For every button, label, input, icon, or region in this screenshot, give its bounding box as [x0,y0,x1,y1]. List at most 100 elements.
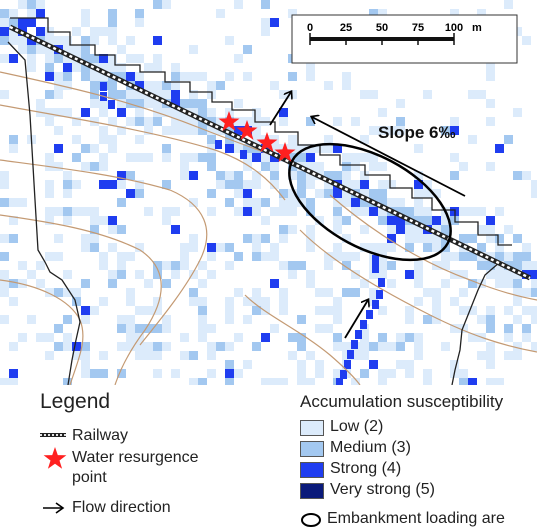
raster-cell [486,162,495,171]
raster-cell [270,378,279,385]
raster-cell [288,207,297,216]
raster-cell [180,252,189,261]
raster-cell [180,153,189,162]
raster-cell [441,279,450,288]
raster-cell [342,198,351,207]
raster-cell [369,270,378,279]
raster-cell [198,153,207,162]
raster-cell [90,144,99,153]
raster-cell [261,297,270,306]
raster-cell [288,153,297,162]
raster-cell [45,90,54,99]
raster-cell [117,108,126,117]
raster-cell [450,360,459,369]
water-resurgence-points [218,111,296,162]
raster-cell [45,180,54,189]
raster-cell [81,243,90,252]
raster-cell [360,207,369,216]
raster-cell [252,306,261,315]
raster-cell [522,36,531,45]
raster-cell [81,279,90,288]
raster-cell [171,72,180,81]
raster-cell [261,162,270,171]
raster-cell [45,117,54,126]
flow-arrow [344,300,368,339]
contour-line [0,104,286,201]
raster-cell [9,279,18,288]
raster-cell [333,189,342,198]
raster-cell [378,378,387,385]
raster-cell [225,144,234,153]
raster-cell [360,320,367,329]
raster-cell [441,252,450,261]
raster-cell [72,135,81,144]
raster-cell [333,225,342,234]
raster-cell [81,45,90,54]
raster-cell [324,252,333,261]
raster-cell [81,315,90,324]
raster-cell [189,153,198,162]
raster-cell [108,63,117,72]
raster-cell [387,261,396,270]
raster-cell [99,369,108,378]
raster-cell [324,171,333,180]
raster-cell [162,315,171,324]
raster-cell [198,333,207,342]
raster-cell [468,207,477,216]
raster-cell [63,378,72,385]
raster-cell [108,144,117,153]
raster-cell [117,198,126,207]
raster-cell [144,306,153,315]
raster-cell [27,18,36,27]
raster-cell [45,351,54,360]
raster-cell [135,90,144,99]
raster-cell [108,243,117,252]
raster-cell [441,342,450,351]
raster-cell [108,54,117,63]
raster-cell [9,144,18,153]
raster-cell [99,351,108,360]
raster-cell [189,297,198,306]
raster-cell [378,180,387,189]
scale-tick-label: 100 [445,22,463,34]
raster-cell [234,207,243,216]
raster-cell [189,351,198,360]
raster-cell [279,189,288,198]
raster-cell [108,18,117,27]
raster-cell [414,189,423,198]
raster-cell [153,297,162,306]
raster-cells [0,0,537,385]
raster-cell [387,225,396,234]
raster-cell [261,198,270,207]
raster-cell [522,288,531,297]
raster-cell [504,135,513,144]
raster-cell [207,342,216,351]
raster-cell [18,333,27,342]
raster-cell [18,198,27,207]
raster-cell [396,216,405,225]
raster-cell [81,207,90,216]
raster-cell [207,351,216,360]
raster-cell [522,324,531,333]
raster-cell [45,288,54,297]
raster-cell [180,162,189,171]
raster-cell [126,333,135,342]
raster-cell [531,261,537,270]
raster-cell [72,297,81,306]
raster-cell [387,180,396,189]
raster-cell [99,99,108,108]
raster-cell [279,90,288,99]
raster-cell [414,342,423,351]
raster-cell [0,378,9,385]
raster-cell [18,261,27,270]
raster-cell [477,315,486,324]
raster-cell [117,369,126,378]
raster-cell [108,90,117,99]
contour-line [0,159,208,346]
raster-cell [72,207,81,216]
raster-cell [54,252,63,261]
raster-cell [288,351,297,360]
raster-cell [189,45,198,54]
raster-cell [405,270,414,279]
raster-cell [90,72,99,81]
